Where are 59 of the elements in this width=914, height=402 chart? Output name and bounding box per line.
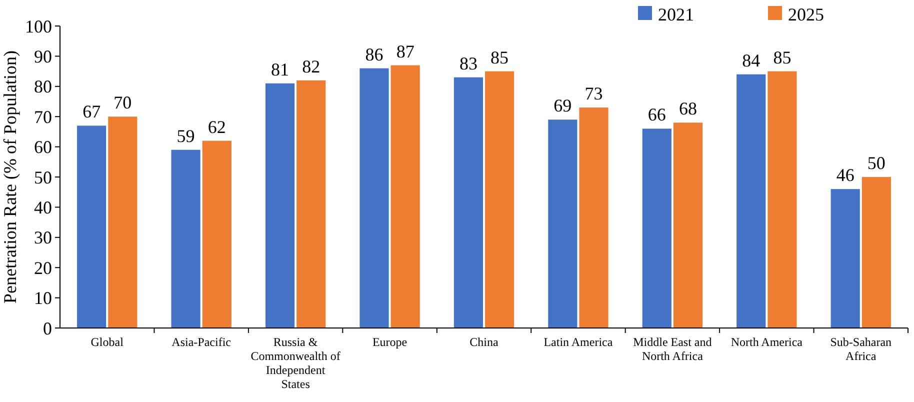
- bar: [548, 120, 578, 328]
- data-label: 46: [836, 165, 854, 186]
- x-tick-label: Latin America: [544, 335, 614, 349]
- data-label: 82: [302, 56, 320, 76]
- bar: [296, 80, 326, 328]
- data-label: 68: [678, 98, 697, 119]
- data-label: 87: [396, 41, 414, 62]
- y-tick-label: 100: [25, 16, 52, 36]
- bar: [768, 71, 797, 328]
- x-tick-label: China: [470, 335, 499, 349]
- data-label: 67: [82, 102, 101, 122]
- bar: [108, 116, 138, 328]
- bar: [390, 65, 420, 328]
- x-tick-label: Russia & Commonwealth of Independent States: [250, 335, 340, 391]
- bar: [202, 140, 232, 328]
- data-label: 73: [584, 84, 603, 104]
- bar: [77, 126, 106, 328]
- y-tick-label: 90: [34, 46, 52, 66]
- data-label: 81: [271, 59, 290, 80]
- y-tick-label: 50: [34, 167, 52, 188]
- y-tick-label: 10: [34, 288, 52, 308]
- y-tick-label: 80: [34, 76, 52, 97]
- bar: [736, 74, 766, 328]
- data-label: 69: [554, 96, 572, 116]
- bar: [360, 68, 389, 328]
- data-label: 62: [208, 116, 226, 137]
- bar: [171, 150, 200, 328]
- y-tick-label: 20: [34, 258, 52, 278]
- bar: [830, 189, 860, 328]
- legend-label: 2021: [658, 4, 694, 24]
- bar: [265, 83, 295, 328]
- y-tick-label: 40: [34, 198, 52, 218]
- y-tick-label: 70: [34, 106, 52, 127]
- data-label: 50: [867, 153, 886, 173]
- data-label: 86: [365, 44, 384, 64]
- legend-label: 2025: [788, 4, 824, 24]
- x-tick-label: Asia-Pacific: [172, 335, 231, 349]
- data-label: 70: [114, 92, 132, 113]
- x-tick-label: North America: [730, 335, 804, 349]
- data-label: 83: [459, 53, 478, 74]
- bar: [454, 77, 483, 328]
- bar: [673, 122, 703, 328]
- data-label: 84: [742, 50, 760, 70]
- y-tick-label: 0: [43, 318, 52, 338]
- y-tick-label: 30: [34, 228, 52, 248]
- x-tick-label: Middle East and North Africa: [633, 335, 712, 363]
- data-label: 66: [648, 104, 666, 125]
- y-axis-title: Penetration Rate (% of Population): [0, 50, 20, 304]
- y-tick-label: 60: [34, 137, 52, 158]
- data-label: 59: [176, 126, 195, 146]
- data-label: 85: [773, 47, 792, 68]
- x-tick-label: Europe: [372, 335, 408, 349]
- x-tick-label: Global: [90, 335, 124, 349]
- data-label: 85: [490, 47, 509, 68]
- bar: [642, 128, 672, 328]
- bar: [485, 71, 514, 328]
- x-tick-label: Sub-Saharan Africa: [830, 335, 892, 363]
- bar: [579, 108, 608, 328]
- bar: [862, 177, 891, 328]
